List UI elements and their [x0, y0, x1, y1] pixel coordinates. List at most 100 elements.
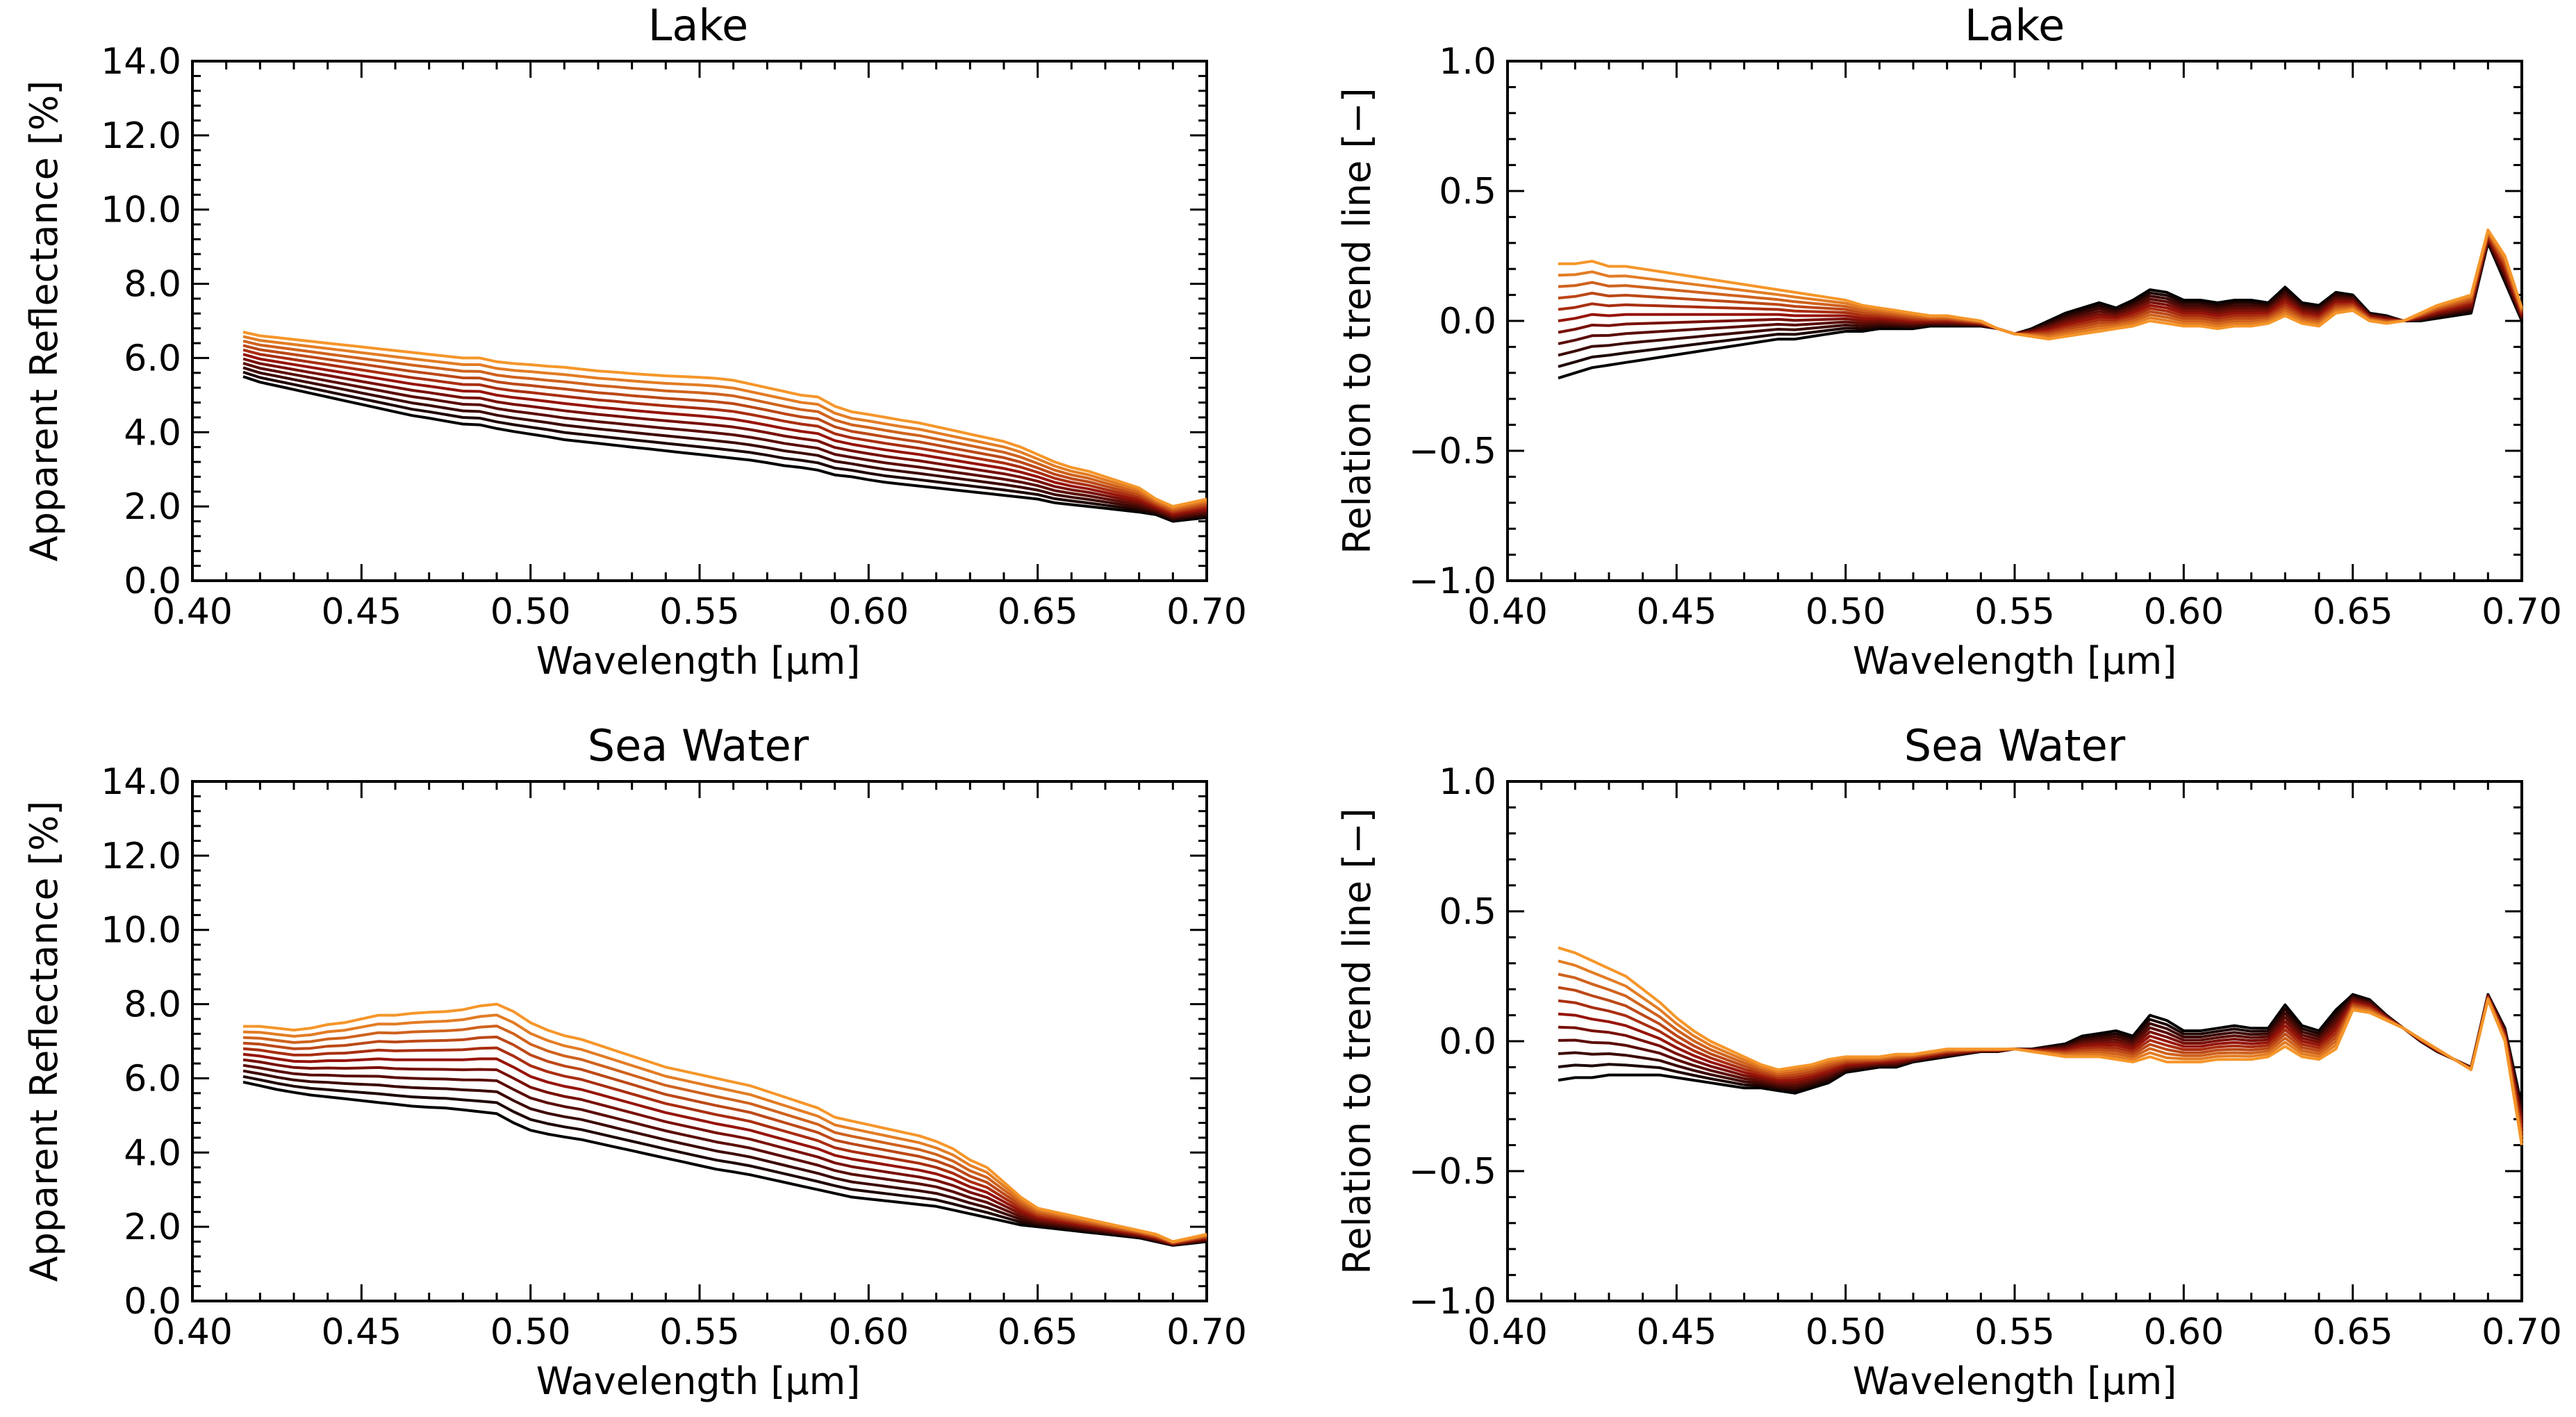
- y-tick-label: 6.0: [124, 338, 181, 379]
- x-tick-label: 0.70: [2482, 1311, 2562, 1353]
- x-tick-label: 0.45: [321, 1311, 402, 1353]
- y-tick-label: 1.0: [1439, 41, 1496, 83]
- x-tick-label: 0.55: [659, 591, 740, 633]
- y-tick-label: 0.5: [1439, 891, 1496, 933]
- series-line-8: [242, 344, 1207, 513]
- series-line-9: [242, 339, 1207, 511]
- y-axis-label: Relation to trend line [−]: [1335, 88, 1379, 554]
- series-lines: [242, 331, 1207, 523]
- x-tick-label: 0.70: [2482, 591, 2562, 633]
- panel-sea-relation: Sea Water Wavelength [μm] Relation to tr…: [1335, 720, 2562, 1403]
- y-tick-label: 12.0: [101, 115, 181, 157]
- series-line-11: [242, 331, 1207, 508]
- series-line-6: [242, 1052, 1207, 1245]
- series-lines: [1558, 946, 2523, 1145]
- panel-lake-reflectance: Lake Wavelength [μm] Apparent Reflectanc…: [22, 0, 1247, 683]
- series-line-4: [242, 1063, 1207, 1246]
- x-tick-label: 0.65: [998, 1311, 1078, 1353]
- chart-title: Sea Water: [588, 720, 809, 771]
- x-tick-label: 0.60: [2143, 1311, 2224, 1353]
- y-tick-label: 0.0: [124, 561, 181, 602]
- y-tick-label: −0.5: [1409, 1151, 1496, 1193]
- x-tick-label: 0.40: [1467, 591, 1548, 633]
- ticks: 0.40 0.45 0.50 0.55 0.60 0.65 0.70 −1.0 −0.5 0.0 0…: [1409, 41, 2562, 633]
- y-tick-label: 4.0: [124, 1132, 181, 1174]
- y-tick-label: 0.0: [1439, 301, 1496, 342]
- series-line-6: [242, 353, 1207, 515]
- series-line-2: [242, 1075, 1207, 1247]
- y-tick-label: 8.0: [124, 984, 181, 1026]
- series-line-11: [1558, 946, 2523, 1145]
- x-tick-label: 0.65: [998, 591, 1078, 633]
- x-axis-label: Wavelength [μm]: [1853, 639, 2177, 683]
- y-tick-label: 2.0: [124, 1207, 181, 1248]
- y-tick-label: −0.5: [1409, 431, 1496, 472]
- series-line-11: [1558, 229, 2523, 341]
- y-tick-label: 1.0: [1439, 761, 1496, 803]
- x-tick-label: 0.45: [1636, 1311, 1717, 1353]
- y-axis-label: Apparent Reflectance [%]: [22, 81, 66, 562]
- series-line-4: [242, 361, 1207, 519]
- x-tick-label: 0.50: [1806, 1311, 1886, 1353]
- x-axis-label: Wavelength [μm]: [536, 639, 861, 683]
- y-axis-label: Apparent Reflectance [%]: [22, 801, 66, 1282]
- x-tick-label: 0.45: [1636, 591, 1717, 633]
- x-tick-label: 0.40: [152, 591, 233, 633]
- series-line-10: [242, 335, 1207, 510]
- y-tick-label: 14.0: [101, 761, 181, 803]
- x-tick-label: 0.60: [828, 591, 909, 633]
- series-line-7: [242, 348, 1207, 514]
- x-tick-label: 0.65: [2313, 591, 2393, 633]
- x-tick-label: 0.55: [1974, 1311, 2055, 1353]
- chart-title: Lake: [1965, 0, 2065, 51]
- ticks: 0.40 0.45 0.50 0.55 0.60 0.65 0.70 0.0 2.0 4.0 6.0…: [101, 41, 1247, 633]
- series-line-1: [242, 1080, 1207, 1247]
- y-tick-label: 10.0: [101, 190, 181, 231]
- x-tick-label: 0.65: [2313, 1311, 2393, 1353]
- y-tick-label: 0.5: [1439, 171, 1496, 213]
- series-line-3: [242, 1069, 1207, 1246]
- x-tick-label: 0.40: [152, 1311, 233, 1353]
- series-line-1: [242, 375, 1207, 523]
- x-tick-label: 0.60: [828, 1311, 909, 1353]
- ticks: 0.40 0.45 0.50 0.55 0.60 0.65 0.70 −1.0 −0.5 0.0 0…: [1409, 761, 2562, 1353]
- x-axis-label: Wavelength [μm]: [536, 1359, 861, 1403]
- series-lines: [1558, 229, 2523, 380]
- x-axis-label: Wavelength [μm]: [1853, 1359, 2177, 1403]
- series-line-10: [242, 1013, 1207, 1243]
- series-line-7: [242, 1046, 1207, 1245]
- x-tick-label: 0.55: [659, 1311, 740, 1353]
- series-line-3: [242, 366, 1207, 520]
- x-tick-label: 0.60: [2143, 591, 2224, 633]
- y-tick-label: −1.0: [1409, 1281, 1496, 1323]
- ticks: 0.40 0.45 0.50 0.55 0.60 0.65 0.70 0.0 2.0 4.0 6.0…: [101, 761, 1247, 1353]
- panel-sea-reflectance: Sea Water Wavelength [μm] Apparent Refle…: [22, 720, 1247, 1403]
- x-tick-label: 0.55: [1974, 591, 2055, 633]
- chart-title: Sea Water: [1904, 720, 2126, 771]
- x-tick-label: 0.70: [1166, 1311, 1247, 1353]
- series-line-9: [242, 1025, 1207, 1244]
- y-tick-label: 0.0: [124, 1281, 181, 1323]
- series-line-5: [242, 1058, 1207, 1245]
- x-tick-label: 0.45: [321, 591, 402, 633]
- y-tick-label: 8.0: [124, 264, 181, 306]
- y-tick-label: −1.0: [1409, 561, 1496, 602]
- x-tick-label: 0.50: [1806, 591, 1886, 633]
- series-line-8: [242, 1035, 1207, 1245]
- y-tick-label: 4.0: [124, 412, 181, 454]
- y-tick-label: 14.0: [101, 41, 181, 83]
- x-tick-label: 0.40: [1467, 1311, 1548, 1353]
- y-tick-label: 2.0: [124, 486, 181, 528]
- y-axis-label: Relation to trend line [−]: [1335, 808, 1379, 1274]
- chart-title: Lake: [648, 0, 748, 51]
- series-lines: [242, 1002, 1207, 1247]
- x-tick-label: 0.50: [490, 1311, 571, 1353]
- series-line-2: [242, 370, 1207, 522]
- series-line-5: [242, 357, 1207, 517]
- panel-lake-relation: Lake Wavelength [μm] Relation to trend l…: [1335, 0, 2562, 683]
- x-tick-label: 0.50: [490, 591, 571, 633]
- y-tick-label: 0.0: [1439, 1021, 1496, 1063]
- y-tick-label: 12.0: [101, 836, 181, 877]
